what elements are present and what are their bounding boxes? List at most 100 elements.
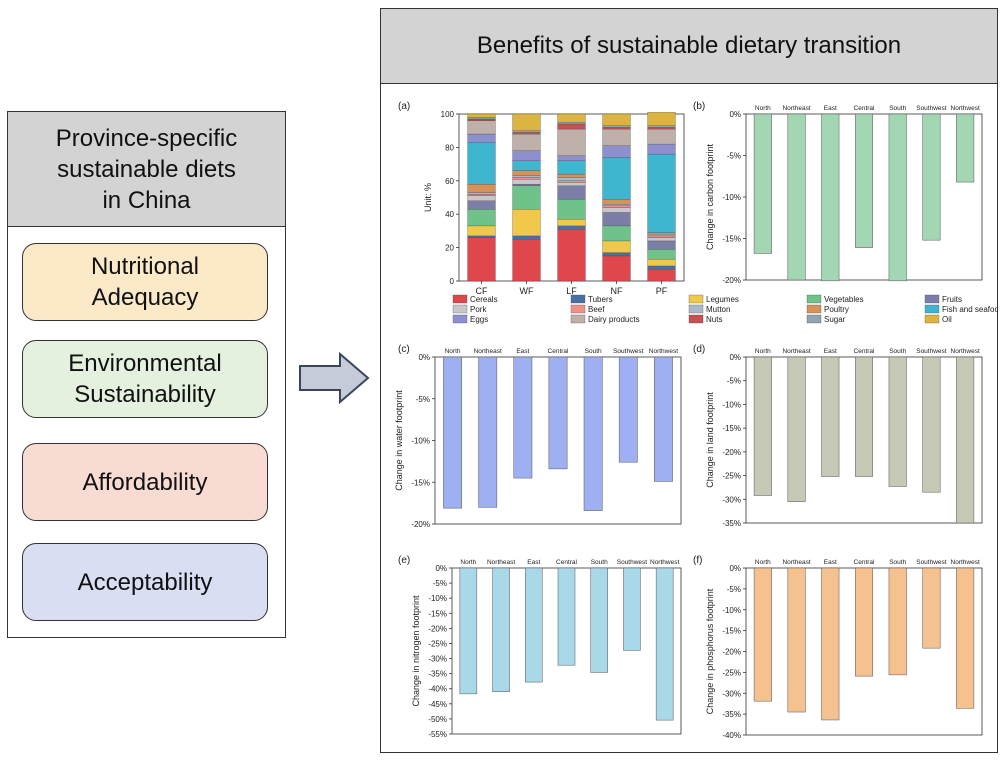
bar-segment — [557, 160, 586, 175]
bar-segment — [512, 133, 541, 151]
bar-segment — [647, 265, 676, 270]
y-tick-label: -55% — [428, 730, 447, 739]
y-tick-label: 0% — [418, 353, 430, 362]
y-tick-label: 20 — [445, 244, 454, 253]
bar-segment — [557, 225, 586, 230]
bar-segment — [467, 235, 496, 238]
bar-segment — [557, 123, 586, 130]
bar — [753, 113, 772, 254]
x-tick-label: NF — [611, 286, 623, 296]
bar-segment — [557, 177, 586, 181]
legend-swatch — [924, 294, 940, 304]
bar-segment — [647, 269, 676, 282]
bar — [854, 356, 874, 477]
panel-label: (b) — [693, 101, 705, 112]
y-tick-label: -20% — [428, 624, 447, 633]
x-category-label: South — [889, 105, 906, 112]
bar-segment — [467, 120, 496, 135]
bar-segment — [602, 145, 631, 158]
bar — [821, 113, 840, 282]
bar-segment — [602, 225, 631, 242]
legend-swatch — [688, 304, 704, 314]
bar-segment — [467, 195, 496, 201]
y-tick-label: -5% — [416, 395, 430, 404]
x-category-label: Southwest — [916, 559, 947, 566]
legend-swatch — [688, 294, 704, 304]
y-tick-label: -20% — [722, 276, 741, 285]
panel-label: (d) — [693, 344, 705, 355]
x-category-label: East — [516, 348, 529, 355]
bar-segment — [557, 182, 586, 186]
bar — [583, 356, 603, 511]
y-tick-label: -20% — [722, 648, 741, 657]
bar-segment — [467, 133, 496, 143]
bar-segment — [647, 249, 676, 260]
y-tick-label: 100 — [441, 110, 455, 119]
y-tick-label: -35% — [428, 670, 447, 679]
bar-segment — [512, 185, 541, 210]
x-category-label: Southwest — [617, 559, 648, 566]
x-category-label: South — [889, 348, 906, 355]
legend-label: Oil — [942, 315, 952, 324]
x-category-label: Southwest — [613, 348, 644, 355]
bar-segment — [602, 204, 631, 206]
bar-segment — [647, 235, 676, 238]
y-tick-label: -10% — [428, 594, 447, 603]
bar — [888, 113, 907, 282]
bar-segment — [512, 132, 541, 135]
legend-swatch — [806, 304, 822, 314]
y-tick-label: -15% — [722, 627, 741, 636]
bar — [854, 567, 874, 677]
legend-label: Vegetables — [824, 295, 864, 304]
bar — [654, 356, 673, 482]
bar — [548, 356, 568, 470]
x-category-label: Northwest — [650, 559, 679, 566]
y-tick-label: -50% — [428, 715, 447, 724]
bar-segment — [557, 122, 586, 125]
bar-segment — [467, 237, 496, 282]
bar — [590, 567, 608, 673]
y-tick-label: -30% — [722, 689, 741, 698]
bar-segment — [467, 117, 496, 120]
y-tick-label: -15% — [722, 424, 741, 433]
bar-segment — [647, 240, 676, 250]
x-category-label: Northwest — [649, 348, 678, 355]
bar-segment — [467, 225, 496, 237]
bar-segment — [602, 252, 631, 257]
legend-label: Cereals — [470, 295, 498, 304]
bar-segment — [647, 259, 676, 267]
bar — [821, 567, 840, 721]
legend-label: Fruits — [942, 295, 962, 304]
y-tick-label: 0 — [450, 277, 455, 286]
bar — [956, 113, 975, 183]
bar-segment — [512, 178, 541, 185]
y-tick-label: -25% — [428, 639, 447, 648]
bar-segment — [467, 194, 496, 196]
x-category-label: South — [591, 559, 608, 566]
y-axis-label: Change in nitrogen footprint — [411, 595, 421, 707]
y-tick-label: -35% — [722, 710, 741, 719]
bar-segment — [602, 128, 631, 146]
legend-label: Sugar — [824, 315, 846, 324]
legend-swatch — [688, 314, 704, 324]
bar-segment — [512, 113, 541, 131]
y-tick-label: -10% — [411, 437, 430, 446]
criterion-nutritional-adequacy: Nutritional Adequacy — [22, 243, 268, 321]
bar — [956, 356, 975, 524]
bar-segment — [602, 157, 631, 200]
y-tick-label: 0% — [435, 564, 447, 573]
y-tick-label: -5% — [727, 377, 741, 386]
bar — [492, 567, 510, 692]
y-axis-label: Unit: % — [423, 183, 433, 212]
legend-swatch — [806, 314, 822, 324]
x-category-label: Central — [548, 348, 570, 355]
x-category-label: Central — [854, 105, 876, 112]
x-category-label: Northeast — [782, 559, 810, 566]
x-category-label: Northeast — [474, 348, 502, 355]
bar-segment — [647, 128, 676, 145]
legend-swatch — [570, 294, 586, 304]
bar-segment — [602, 255, 631, 282]
y-tick-label: -20% — [411, 520, 430, 529]
bar-segment — [647, 125, 676, 128]
legend-swatch — [924, 304, 940, 314]
